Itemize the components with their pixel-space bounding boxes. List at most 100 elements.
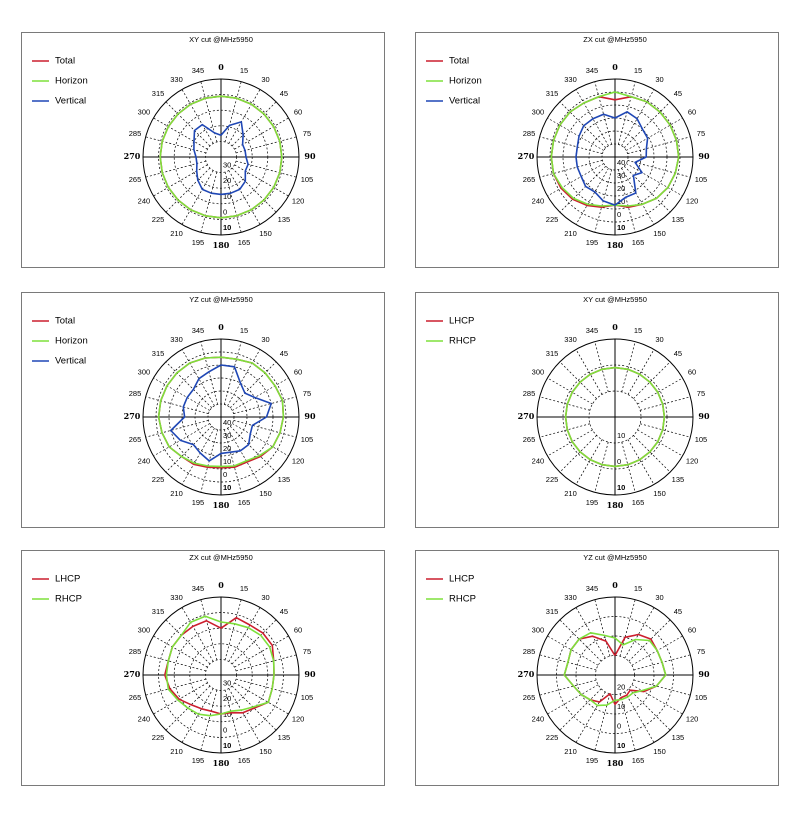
grid-spoke xyxy=(575,89,609,146)
grid-spoke xyxy=(618,81,636,145)
angle-label: 270 xyxy=(124,151,141,161)
radial-tick-label: 0 xyxy=(223,207,227,216)
polar-chart-5: ZX cut @MHz5950 0 15 30 45 60 75 90 105 120 135 150… xyxy=(32,553,316,768)
grid-spoke xyxy=(539,136,603,154)
angle-label: 285 xyxy=(523,129,536,138)
grid-spoke xyxy=(165,361,213,409)
grid-spoke xyxy=(165,425,213,473)
grid-spoke xyxy=(621,341,636,392)
grid-spoke xyxy=(231,685,277,731)
grid-spoke xyxy=(547,684,599,715)
grid-spoke xyxy=(229,361,277,409)
radial-tick-label: 10 xyxy=(223,457,231,466)
angle-label: 135 xyxy=(278,475,291,484)
grid-spoke xyxy=(224,341,242,405)
chart-title: XY cut @MHz5950 xyxy=(583,295,647,304)
grid-spoke xyxy=(145,136,207,154)
angle-label: 240 xyxy=(532,456,545,465)
chart-panel-4: XY cut @MHz5950 0 15 30 45 60 75 90 105 120 135 150… xyxy=(415,292,779,528)
angle-label: 0 xyxy=(218,322,224,332)
polar-chart-4: XY cut @MHz5950 0 15 30 45 60 75 90 105 120 135 150… xyxy=(426,295,710,510)
legend-label: LHCP xyxy=(449,574,474,585)
angle-label: 285 xyxy=(523,389,536,398)
radial-tick-label: 20 xyxy=(223,176,231,185)
angle-label: 105 xyxy=(301,435,314,444)
legend-label: Horizon xyxy=(55,336,88,347)
radial-tick-label: 40 xyxy=(223,418,231,427)
chart-title: XY cut @MHz5950 xyxy=(189,35,253,44)
grid-spoke xyxy=(232,377,289,411)
grid-spoke xyxy=(181,688,214,743)
grid-spoke xyxy=(153,423,210,457)
grid-spoke xyxy=(623,165,671,213)
angle-label: 120 xyxy=(686,714,699,723)
grid-spoke xyxy=(559,361,597,399)
angle-label: 225 xyxy=(152,475,165,484)
polar-chart-1: XY cut @MHz5950 0 15 30 45 60 75 90 105 120 135 150… xyxy=(32,35,316,250)
grid-spoke xyxy=(227,349,261,406)
outer-ring xyxy=(536,338,694,496)
angle-label: 195 xyxy=(586,238,599,247)
grid-spoke xyxy=(228,170,261,225)
legend-label: Horizon xyxy=(449,76,482,87)
grid-spoke xyxy=(200,599,218,661)
angle-label: 105 xyxy=(301,693,314,702)
angle-label: 315 xyxy=(152,349,165,358)
angle-label: 330 xyxy=(170,335,183,344)
grid-spoke xyxy=(181,349,215,406)
angle-label: 45 xyxy=(674,89,682,98)
angle-label: 345 xyxy=(586,584,599,593)
angle-label: 45 xyxy=(280,349,288,358)
angle-label: 120 xyxy=(686,196,699,205)
angle-label: 210 xyxy=(564,747,577,756)
grid-spoke xyxy=(235,136,297,154)
grid-spoke xyxy=(559,688,602,731)
grid-spoke xyxy=(145,678,207,696)
angle-label: 0 xyxy=(612,322,618,332)
angle-label: 30 xyxy=(261,335,269,344)
angle-label: 30 xyxy=(655,75,663,84)
angle-label: 300 xyxy=(138,367,151,376)
angle-label: 315 xyxy=(152,89,165,98)
grid-spoke xyxy=(621,168,655,225)
grid-spoke xyxy=(619,693,636,751)
grid-spoke xyxy=(594,81,612,145)
grid-spoke xyxy=(228,89,261,144)
angle-label: 165 xyxy=(238,498,251,507)
angle-label: 345 xyxy=(586,326,599,335)
angle-label: 240 xyxy=(138,714,151,723)
angle-label: 165 xyxy=(238,756,251,765)
legend-label: Vertical xyxy=(55,356,86,367)
angle-label: 270 xyxy=(518,151,535,161)
grid-spoke xyxy=(181,89,214,144)
angle-label: 210 xyxy=(170,489,183,498)
angle-label: 150 xyxy=(653,229,666,238)
series-line-vertical xyxy=(170,364,272,462)
grid-spoke xyxy=(594,599,611,657)
angle-label: 120 xyxy=(292,456,305,465)
angle-label: 90 xyxy=(304,669,316,679)
angle-label: 60 xyxy=(688,107,696,116)
angle-label: 15 xyxy=(634,66,642,75)
angle-label: 195 xyxy=(586,498,599,507)
legend-label: LHCP xyxy=(55,574,80,585)
grid-spoke xyxy=(559,165,607,213)
legend-label: Total xyxy=(55,56,75,67)
angle-label: 285 xyxy=(129,129,142,138)
angle-label: 135 xyxy=(278,733,291,742)
grid-spoke xyxy=(627,136,691,154)
grid-spoke xyxy=(547,163,604,197)
radial-tick-label: 10 xyxy=(617,483,625,492)
grid-spoke xyxy=(640,396,691,411)
angle-label: 165 xyxy=(632,498,645,507)
angle-label: 345 xyxy=(192,584,205,593)
radial-tick-label: 30 xyxy=(617,171,625,180)
angle-label: 180 xyxy=(213,500,230,510)
angle-label: 345 xyxy=(586,66,599,75)
chart-panel-6: YZ cut @MHz5950 0 15 30 45 60 75 90 105 120 135 150… xyxy=(415,550,779,786)
series-line-lhcp xyxy=(164,616,275,715)
polar-chart-6: YZ cut @MHz5950 0 15 30 45 60 75 90 105 120 135 150… xyxy=(426,553,710,768)
grid-spoke xyxy=(229,425,277,473)
angle-label: 195 xyxy=(586,756,599,765)
angle-label: 15 xyxy=(634,584,642,593)
